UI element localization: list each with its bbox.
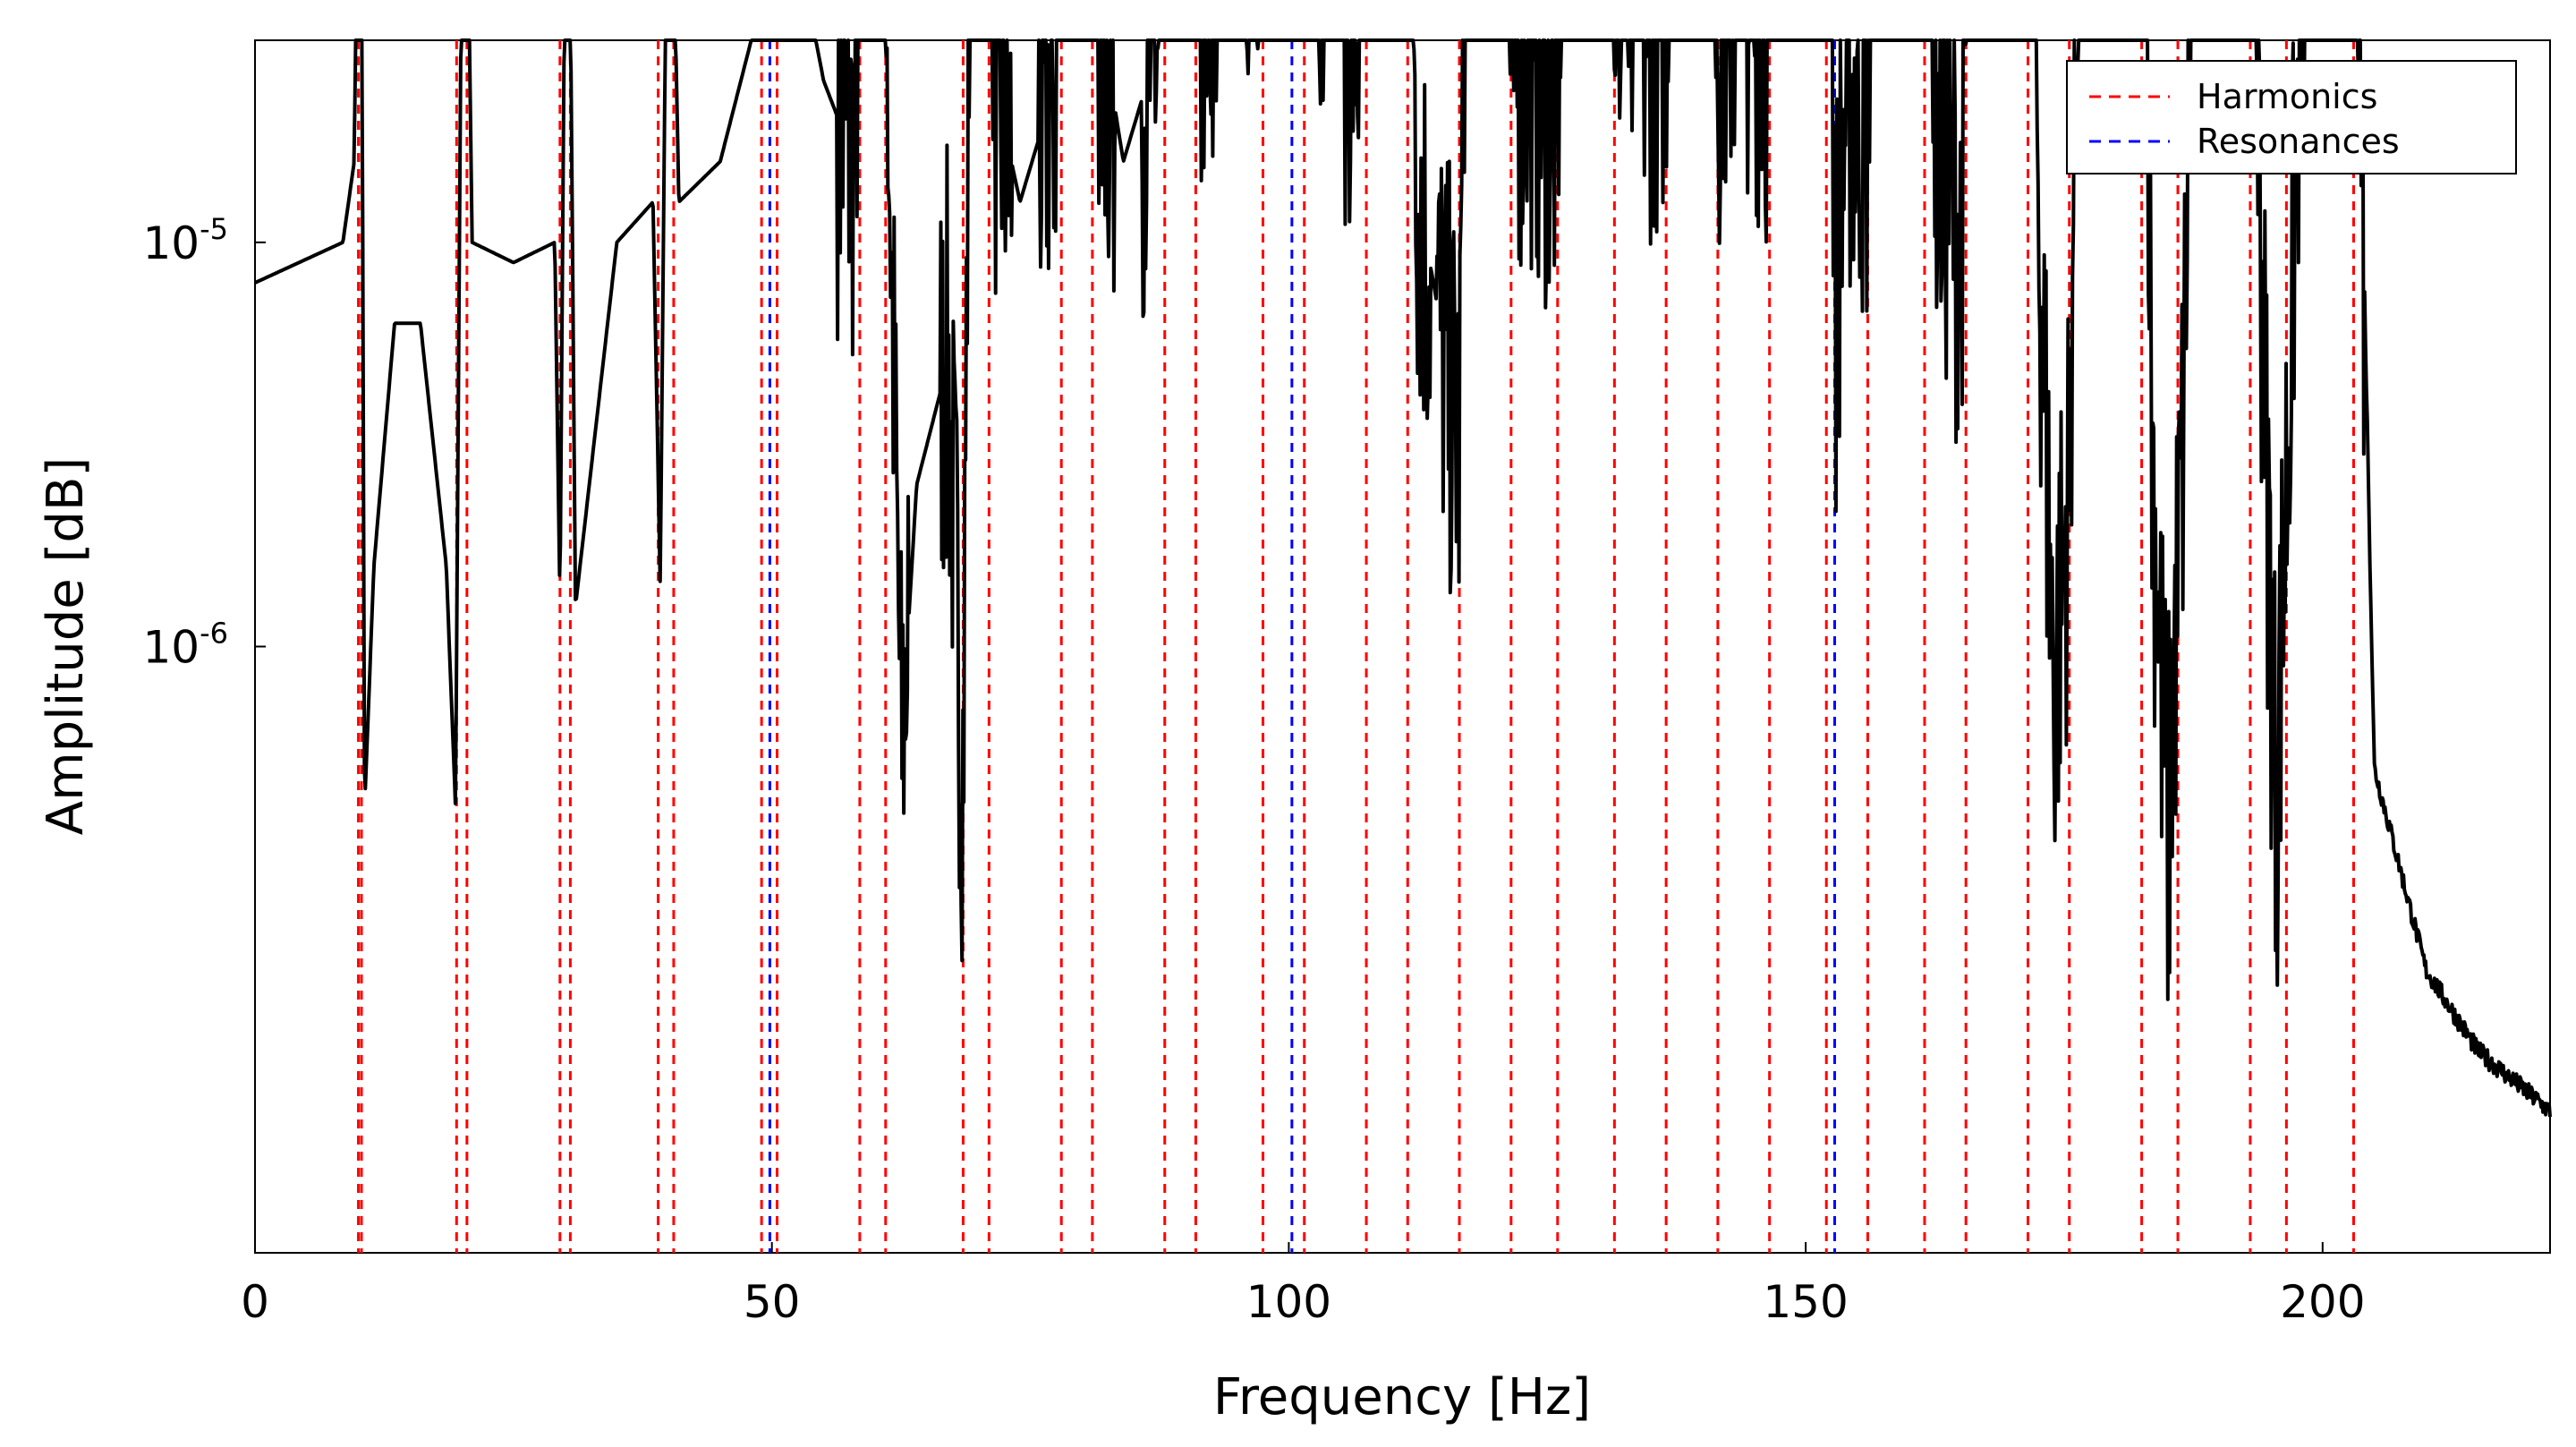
x-tick-label-1: 50 (744, 1276, 801, 1328)
resonances-lines (768, 40, 1836, 1253)
legend-harmonics-label: Harmonics (2197, 77, 2377, 116)
y-tick-label-0: 10-6 (142, 617, 228, 674)
x-tick-label-0: 0 (241, 1276, 269, 1328)
spectrum-line (254, 38, 2552, 1118)
plot-frame (254, 39, 2551, 1254)
y-axis-title: Amplitude [dB] (37, 457, 95, 835)
y-tick-label-1: 10-5 (142, 212, 228, 269)
spectrum-series (254, 38, 2552, 1118)
legend-resonances-label: Resonances (2197, 122, 2400, 161)
x-tick-label-3: 150 (1763, 1276, 1848, 1328)
legend: Harmonics Resonances (2066, 60, 2517, 174)
y-axis-ticks: 10-610-510-410-310-2 (142, 212, 266, 674)
x-axis-ticks: 0 50 100 150 200 (241, 1242, 2366, 1328)
x-tick-label-4: 200 (2280, 1276, 2365, 1328)
x-axis-title: Frequency [Hz] (1213, 1368, 1591, 1426)
x-tick-label-2: 100 (1246, 1276, 1331, 1328)
legend-box (2066, 60, 2517, 174)
